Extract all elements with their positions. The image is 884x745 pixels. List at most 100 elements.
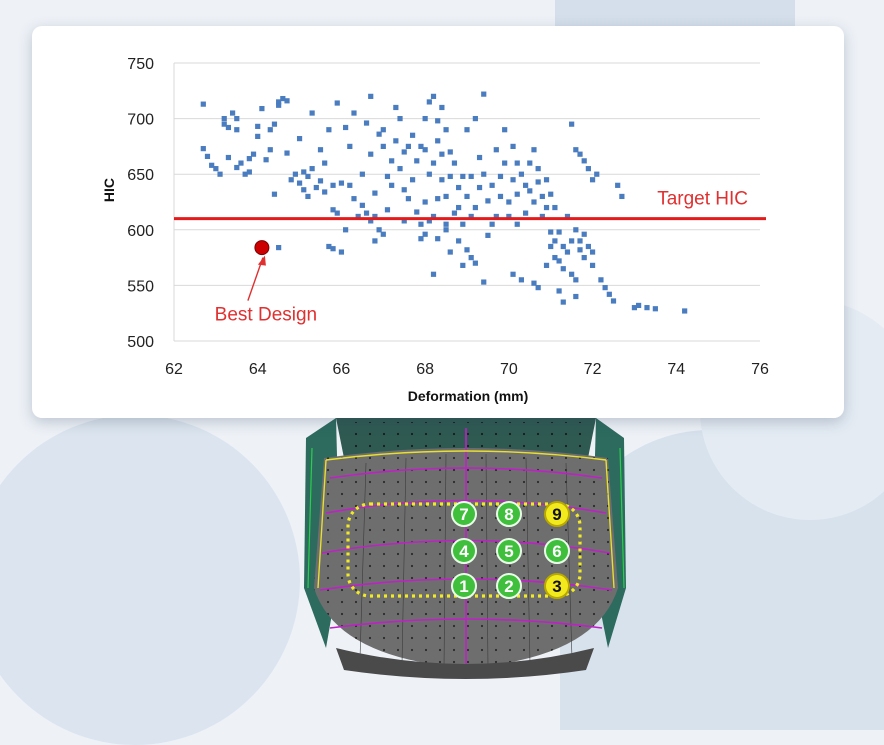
- data-point: [401, 149, 407, 155]
- data-point: [200, 101, 206, 107]
- data-point: [506, 213, 512, 220]
- data-point: [569, 271, 575, 277]
- data-point: [338, 180, 345, 186]
- data-point: [326, 127, 332, 133]
- data-point: [598, 277, 604, 283]
- data-point: [636, 302, 642, 309]
- impact-point-label: 3: [552, 577, 561, 596]
- data-point: [518, 171, 525, 177]
- data-point: [271, 121, 278, 127]
- data-point: [610, 298, 617, 304]
- data-point: [548, 229, 554, 235]
- data-point: [200, 146, 206, 152]
- data-point: [589, 262, 596, 268]
- data-point: [230, 110, 236, 116]
- data-point: [581, 158, 587, 164]
- data-point: [527, 160, 533, 166]
- data-point: [644, 305, 650, 311]
- data-point: [326, 243, 332, 250]
- data-point: [527, 188, 533, 194]
- data-point: [447, 173, 453, 180]
- impact-point-2: 2: [496, 573, 522, 599]
- data-point: [577, 151, 583, 157]
- data-point: [422, 147, 428, 153]
- data-point: [489, 182, 495, 188]
- data-point: [280, 95, 286, 102]
- data-point: [514, 191, 520, 197]
- data-point: [523, 210, 529, 216]
- x-tick-label: 64: [249, 361, 267, 378]
- impact-point-label: 4: [459, 542, 469, 561]
- data-point: [351, 110, 357, 116]
- data-point: [481, 171, 487, 177]
- data-point: [493, 213, 499, 220]
- data-point: [426, 171, 432, 177]
- data-point: [510, 143, 516, 149]
- data-point: [430, 93, 437, 99]
- best-design-point[interactable]: [254, 240, 270, 256]
- data-point: [351, 196, 357, 202]
- data-point: [589, 249, 596, 255]
- impact-point-7: 7: [451, 501, 477, 527]
- data-point: [213, 166, 219, 172]
- data-point: [322, 160, 328, 166]
- data-point: [330, 182, 336, 188]
- data-point: [602, 285, 608, 291]
- chart-panel: 500 550 600 650 700 750 62 64 66 68 70 72 74 76 Targ…: [32, 26, 844, 418]
- data-point: [460, 262, 466, 268]
- data-point: [301, 169, 307, 175]
- data-point: [443, 127, 449, 133]
- data-point: [652, 306, 658, 312]
- data-point: [414, 209, 420, 215]
- data-point: [418, 236, 424, 242]
- y-tick-label: 600: [127, 223, 154, 240]
- data-point: [368, 93, 374, 99]
- data-point: [435, 196, 441, 202]
- data-point: [497, 193, 504, 200]
- data-point: [539, 213, 545, 220]
- data-point: [238, 160, 244, 166]
- data-point: [594, 171, 600, 177]
- data-point: [435, 138, 441, 144]
- target-hic-label: Target HIC: [657, 189, 748, 210]
- data-point: [246, 169, 252, 175]
- data-point: [581, 231, 587, 237]
- data-point: [384, 207, 391, 213]
- data-point: [389, 158, 395, 164]
- data-point: [518, 277, 525, 283]
- data-point: [552, 255, 558, 261]
- data-point: [255, 133, 261, 139]
- data-point: [456, 184, 462, 191]
- data-point: [363, 210, 370, 216]
- data-point: [573, 277, 579, 283]
- data-point: [397, 116, 403, 122]
- car-hood-mesh-image: 7 8 9 4 5 6 1 2 3: [304, 418, 626, 679]
- data-point: [548, 191, 554, 197]
- x-tick-label: 74: [667, 361, 685, 378]
- data-point: [380, 143, 386, 149]
- data-point: [401, 218, 407, 224]
- data-point: [564, 213, 571, 220]
- data-point: [259, 105, 265, 112]
- data-point: [552, 204, 558, 211]
- data-point: [338, 249, 345, 255]
- data-point: [418, 221, 424, 227]
- data-point: [376, 131, 382, 137]
- data-point: [506, 199, 512, 205]
- impact-points: 7 8 9 4 5 6 1 2 3: [451, 501, 570, 599]
- data-point: [573, 227, 579, 233]
- data-point: [430, 271, 437, 277]
- data-point: [472, 116, 478, 122]
- data-point: [447, 249, 453, 255]
- data-point: [502, 160, 508, 166]
- data-point: [548, 243, 554, 250]
- data-point: [284, 98, 290, 104]
- data-point: [606, 291, 612, 297]
- data-point: [418, 143, 424, 149]
- data-point: [510, 177, 516, 183]
- data-point: [543, 204, 550, 211]
- data-point: [573, 293, 579, 300]
- impact-point-label: 5: [504, 542, 513, 561]
- data-point: [615, 182, 621, 188]
- data-point: [556, 258, 562, 264]
